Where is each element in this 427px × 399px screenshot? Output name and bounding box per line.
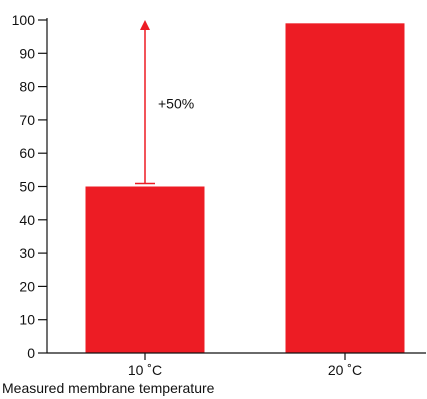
bar-1 (85, 186, 205, 353)
y-tick-label-60: 60 (19, 145, 35, 161)
annotation-label: +50% (158, 95, 194, 111)
y-tick-label-20: 20 (19, 278, 35, 294)
y-tick-label-10: 10 (19, 312, 35, 328)
x-tick-label-1: 10 ˚C (128, 362, 162, 378)
y-tick-label-70: 70 (19, 112, 35, 128)
y-tick-label-0: 0 (27, 345, 35, 361)
bar-2 (285, 23, 405, 354)
y-tick-label-50: 50 (19, 179, 35, 195)
y-tick-label-80: 80 (19, 79, 35, 95)
annotation-arrow-head (140, 20, 150, 30)
x-axis-label: Measured membrane temperature (2, 380, 215, 396)
y-tick-label-40: 40 (19, 212, 35, 228)
y-tick-label-30: 30 (19, 245, 35, 261)
y-tick-label-100: 100 (12, 12, 36, 28)
x-tick-label-2: 20 ˚C (328, 362, 362, 378)
y-tick-label-90: 90 (19, 45, 35, 61)
